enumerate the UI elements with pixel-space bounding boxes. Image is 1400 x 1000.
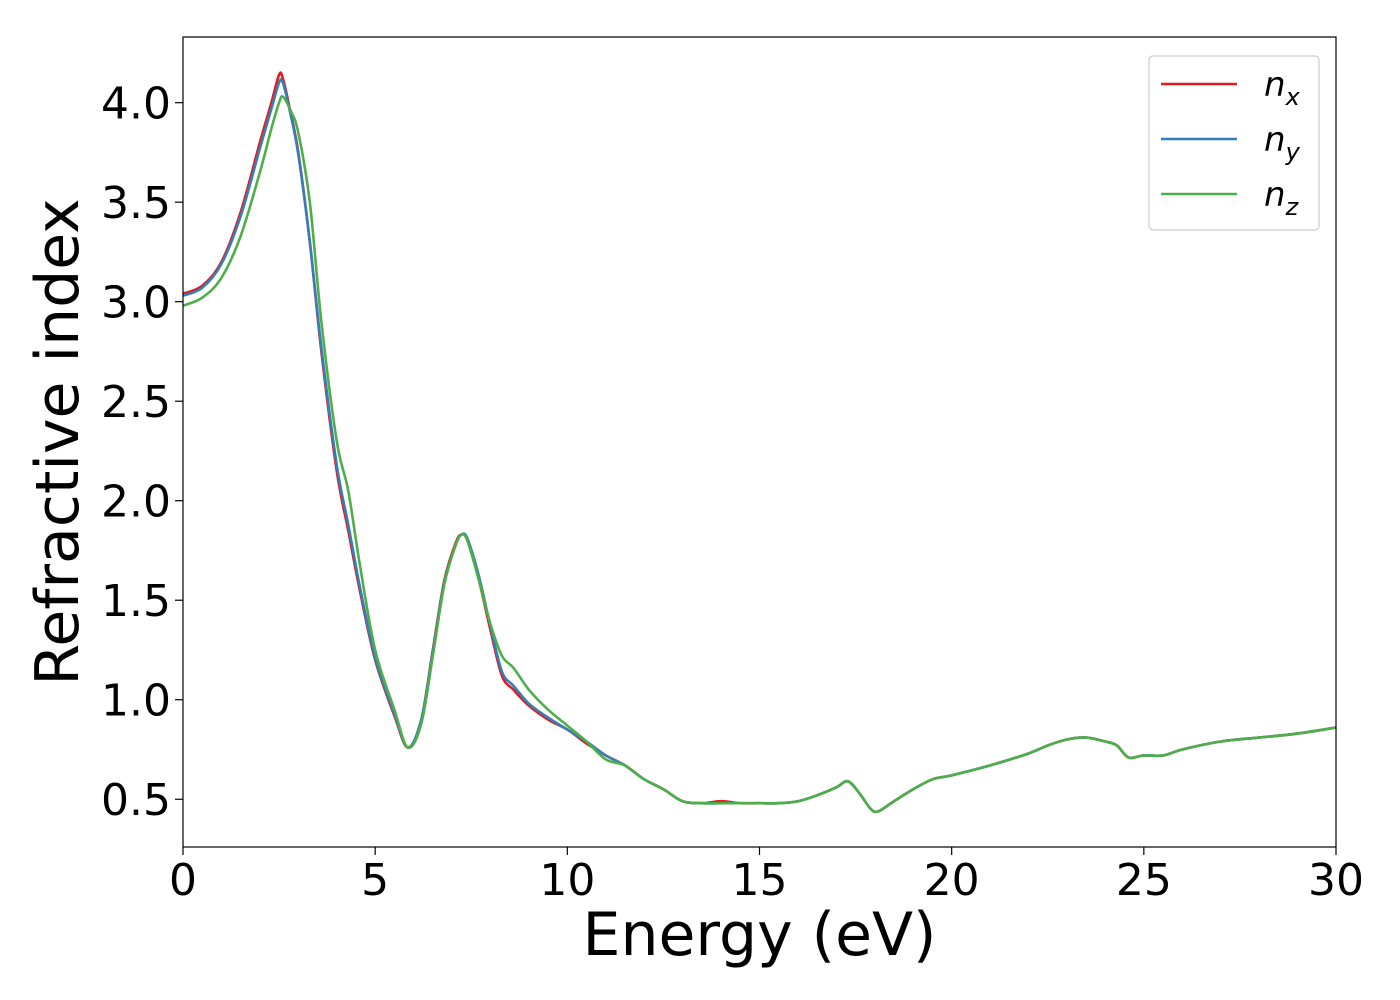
legend-label-base: n	[1264, 175, 1286, 215]
legend-label-z: nz	[1264, 175, 1300, 221]
y-tick-label: 0.5	[101, 775, 171, 826]
y-tick-label: 1.5	[101, 576, 171, 627]
x-tick-label: 25	[1116, 855, 1172, 906]
y-tick-label: 3.5	[101, 178, 171, 229]
y-tick-label: 2.0	[101, 477, 171, 528]
legend-box	[1148, 55, 1320, 231]
x-tick-label: 5	[361, 855, 389, 906]
y-tick-label: 2.5	[101, 377, 171, 428]
legend-label-base: n	[1264, 65, 1286, 105]
legend-label-base: n	[1264, 120, 1286, 160]
legend-label-y: ny	[1264, 120, 1301, 166]
x-axis-title: Energy (eV)	[583, 900, 937, 970]
x-tick-label: 20	[924, 855, 980, 906]
x-tick-label: 10	[539, 855, 595, 906]
x-tick-label: 0	[169, 855, 197, 906]
y-tick-label: 4.0	[101, 79, 171, 130]
legend-label-x: nx	[1264, 65, 1301, 111]
legend-label-subscript: y	[1285, 138, 1301, 166]
legend-label-subscript: z	[1285, 193, 1300, 221]
series-line-z	[183, 95, 1336, 814]
y-axis-ticks: 0.5 1.0 1.5 2.0 2.5 3.0 3.5 4.0	[101, 79, 183, 826]
x-axis-ticks: 0 5 10 15 20 25 30	[169, 847, 1364, 906]
y-tick-label: 3.0	[101, 278, 171, 329]
series-layer	[183, 71, 1336, 814]
x-tick-label: 30	[1308, 855, 1364, 906]
y-axis-title: Refractive index	[23, 198, 93, 685]
y-tick-label: 1.0	[101, 676, 171, 727]
legend-label-subscript: x	[1285, 83, 1301, 111]
x-tick-label: 15	[732, 855, 788, 906]
